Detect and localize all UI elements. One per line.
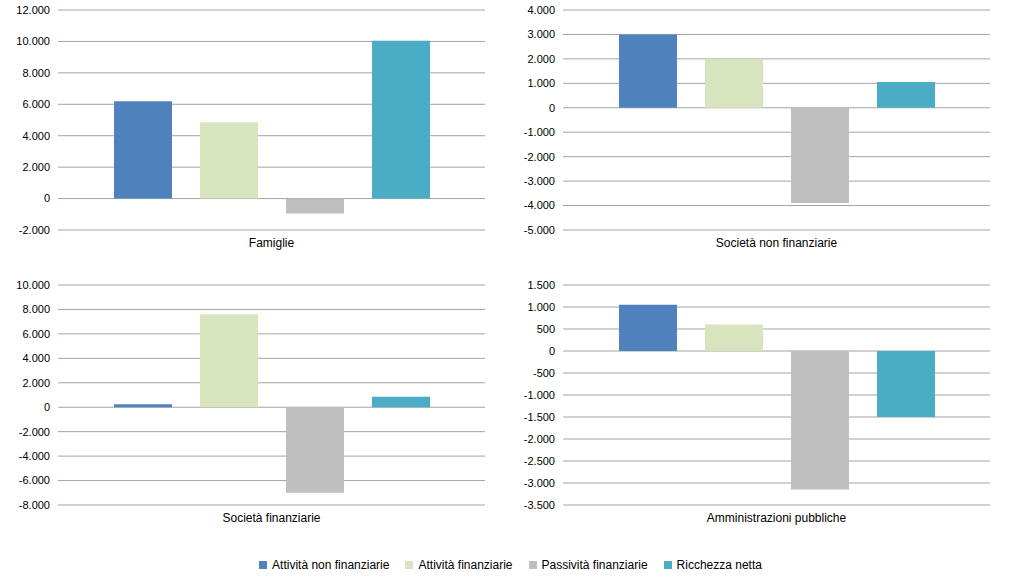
svg-text:500: 500: [537, 323, 555, 335]
svg-text:1.500: 1.500: [527, 279, 555, 291]
svg-text:-2.000: -2.000: [524, 151, 555, 163]
svg-text:2.000: 2.000: [527, 53, 555, 65]
html-text:Attività non finanziarie: Attività non finanziarie: [272, 558, 390, 572]
svg-text:Amministrazioni pubbliche: Amministrazioni pubbliche: [707, 511, 847, 525]
svg-text:-2.000: -2.000: [19, 426, 50, 438]
svg-text:12.000: 12.000: [16, 4, 50, 16]
svg-text:10.000: 10.000: [16, 35, 50, 47]
svg-text:2.000: 2.000: [22, 377, 50, 389]
svg-text:-4.000: -4.000: [19, 450, 50, 462]
svg-text:Famiglie: Famiglie: [249, 236, 295, 250]
svg-text:-6.000: -6.000: [19, 474, 50, 486]
svg-text:-3.000: -3.000: [524, 175, 555, 187]
svg-text:10.000: 10.000: [16, 279, 50, 291]
svg-text:Società finanziarie: Società finanziarie: [222, 511, 320, 525]
svg-text:0: 0: [44, 401, 50, 413]
svg-text:-2.500: -2.500: [524, 455, 555, 467]
svg-text:1.000: 1.000: [527, 301, 555, 313]
svg-text:0: 0: [549, 345, 555, 357]
svg-text:-5.000: -5.000: [524, 224, 555, 236]
svg-text:-1.000: -1.000: [524, 126, 555, 138]
svg-text:8.000: 8.000: [22, 303, 50, 315]
svg-text:0: 0: [44, 192, 50, 204]
svg-text:-3.000: -3.000: [524, 477, 555, 489]
svg-text:8.000: 8.000: [22, 67, 50, 79]
svg-text:2.000: 2.000: [22, 161, 50, 173]
svg-text:-4.000: -4.000: [524, 199, 555, 211]
svg-text:-500: -500: [533, 367, 555, 379]
svg-text:-2.000: -2.000: [19, 224, 50, 236]
html-text:Attività finanziarie: Attività finanziarie: [418, 558, 513, 572]
svg-text:-2.000: -2.000: [524, 433, 555, 445]
svg-text:-3.500: -3.500: [524, 499, 555, 511]
svg-text:-8.000: -8.000: [19, 499, 50, 511]
svg-text:-1.000: -1.000: [524, 389, 555, 401]
svg-text:0: 0: [549, 102, 555, 114]
svg-text:-1.500: -1.500: [524, 411, 555, 423]
svg-text:4.000: 4.000: [527, 4, 555, 16]
svg-text:6.000: 6.000: [22, 328, 50, 340]
svg-text:3.000: 3.000: [527, 28, 555, 40]
svg-text:4.000: 4.000: [22, 130, 50, 142]
svg-text:1.000: 1.000: [527, 77, 555, 89]
svg-text:6.000: 6.000: [22, 98, 50, 110]
html-text:Passività finanziarie: Passività finanziarie: [541, 558, 648, 572]
svg-text:4.000: 4.000: [22, 352, 50, 364]
svg-text:Società non finanziarie: Società non finanziarie: [716, 236, 838, 250]
html-text:Ricchezza netta: Ricchezza netta: [676, 558, 762, 572]
